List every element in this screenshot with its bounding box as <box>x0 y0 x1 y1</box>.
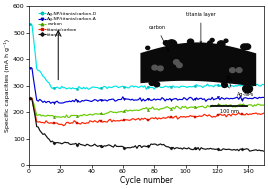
Text: Ag-NPs: Ag-NPs <box>237 92 254 97</box>
titania/carbon <box>193 115 196 118</box>
titania <box>161 144 164 146</box>
Ag-NP/titania/carbon-A <box>154 99 157 101</box>
Line: carbon: carbon <box>29 97 265 119</box>
titania <box>262 150 265 152</box>
titania/carbon <box>262 112 265 114</box>
Ag-NP/titania/carbon-D <box>106 87 109 90</box>
Ag-NP/titania/carbon-D <box>262 84 265 86</box>
X-axis label: Cycle number: Cycle number <box>120 176 173 185</box>
Circle shape <box>163 41 169 45</box>
Ag-NP/titania/carbon-A <box>124 98 128 100</box>
Ag-NP/titania/carbon-A <box>49 102 53 105</box>
Ag-NP/titania/carbon-D <box>223 84 226 86</box>
carbon <box>154 108 157 110</box>
Circle shape <box>208 41 212 45</box>
carbon <box>163 107 167 109</box>
Circle shape <box>149 81 154 85</box>
Circle shape <box>210 38 214 42</box>
Legend: Ag-NP/titania/carbon-D, Ag-NP/titania/carbon-A, carbon, titania/carbon, titania: Ag-NP/titania/carbon-D, Ag-NP/titania/ca… <box>36 10 99 39</box>
Ag-NP/titania/carbon-A <box>163 100 167 102</box>
Ag-NP/titania/carbon-D <box>192 85 195 88</box>
Ag-NP/titania/carbon-D <box>121 85 124 87</box>
carbon <box>124 109 128 111</box>
titania <box>190 148 193 151</box>
Circle shape <box>236 68 242 73</box>
titania <box>106 144 109 147</box>
Polygon shape <box>140 42 256 86</box>
Ag-NP/titania/carbon-A <box>225 97 228 99</box>
Circle shape <box>241 44 248 50</box>
Ag-NP/titania/carbon-A <box>29 67 32 69</box>
Ag-NP/titania/carbon-A <box>30 67 34 69</box>
Text: titania layer: titania layer <box>186 12 216 43</box>
titania <box>29 97 32 100</box>
Ag-NP/titania/carbon-A <box>193 98 196 100</box>
Y-axis label: Specific capacities (mA h g⁻¹): Specific capacities (mA h g⁻¹) <box>4 39 10 132</box>
Circle shape <box>188 39 193 44</box>
Circle shape <box>152 65 158 70</box>
titania/carbon <box>62 125 65 127</box>
Circle shape <box>222 83 228 88</box>
carbon <box>29 97 32 99</box>
Circle shape <box>243 85 252 93</box>
Ag-NP/titania/carbon-D <box>29 23 32 26</box>
Circle shape <box>146 46 150 50</box>
titania <box>121 145 124 148</box>
titania/carbon <box>109 118 112 120</box>
titania/carbon <box>29 98 32 100</box>
Circle shape <box>167 40 177 48</box>
Ag-NP/titania/carbon-D <box>152 88 156 90</box>
Circle shape <box>174 60 179 64</box>
carbon <box>262 104 265 106</box>
Line: titania/carbon: titania/carbon <box>29 97 265 127</box>
Circle shape <box>154 82 160 87</box>
Circle shape <box>230 68 235 73</box>
Line: Ag-NP/titania/carbon-A: Ag-NP/titania/carbon-A <box>29 67 265 105</box>
Circle shape <box>224 39 228 42</box>
carbon <box>193 105 196 108</box>
Text: carbon: carbon <box>149 25 169 51</box>
carbon <box>30 97 34 99</box>
Line: Ag-NP/titania/carbon-D: Ag-NP/titania/carbon-D <box>29 23 265 90</box>
Line: titania: titania <box>29 97 265 152</box>
Ag-NP/titania/carbon-D <box>162 86 165 88</box>
Ag-NP/titania/carbon-D <box>145 88 148 91</box>
Circle shape <box>158 66 163 71</box>
titania/carbon <box>124 119 128 121</box>
titania/carbon <box>30 97 34 99</box>
Ag-NP/titania/carbon-A <box>109 98 112 101</box>
Circle shape <box>177 63 182 68</box>
Circle shape <box>244 44 251 49</box>
Circle shape <box>150 81 155 85</box>
Circle shape <box>217 41 225 47</box>
titania/carbon <box>225 116 228 118</box>
Text: 100 nm: 100 nm <box>220 109 239 114</box>
carbon <box>225 104 228 106</box>
Ag-NP/titania/carbon-A <box>262 96 265 99</box>
carbon <box>63 116 66 119</box>
carbon <box>109 110 112 113</box>
titania/carbon <box>154 116 157 119</box>
titania <box>151 143 154 146</box>
titania/carbon <box>163 117 167 119</box>
titania <box>221 148 225 150</box>
